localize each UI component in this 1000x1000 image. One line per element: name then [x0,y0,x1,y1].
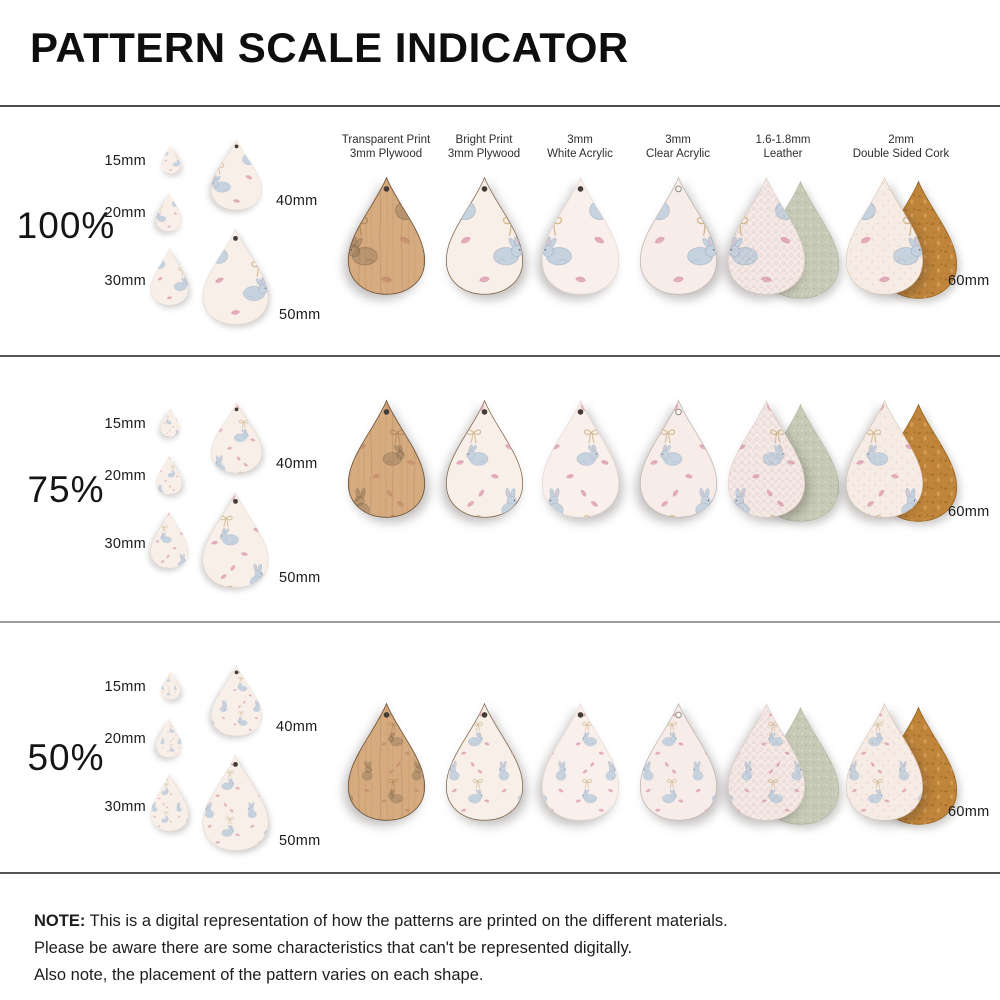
size-label-15mm: 15mm [104,153,146,169]
teardrop-sample-30mm [150,510,189,569]
teardrop-sample-15mm [160,145,181,174]
size-label-20mm: 20mm [104,468,146,484]
material-column-header-clear_acrylic: 3mm Clear Acrylic [603,134,753,162]
size-label-60mm: 60mm [948,504,990,520]
size-label-60mm: 60mm [948,273,990,289]
teardrop-sample-30mm [150,247,189,306]
teardrop-plywood_bright [445,176,524,295]
teardrop-white_acrylic [541,702,620,821]
material-header-line1: Transparent Print [341,134,431,146]
teardrop-cork-front [846,702,923,821]
teardrop-leather-front [728,176,805,295]
material-header-line1: 3mm [567,134,593,146]
teardrop-leather-front [728,702,805,821]
teardrop-clear_acrylic [639,399,718,518]
teardrop-plywood_bright [445,702,524,821]
teardrop-plywood_transparent [347,399,426,518]
note-text-1: This is a digital representation of how … [89,912,728,930]
material-header-line2: Double Sided Cork [852,147,950,160]
teardrop-plywood_transparent [347,176,426,295]
size-label-50mm: 50mm [279,307,321,323]
material-header-line1: 2mm [888,134,914,146]
scale-rows: 100% Transparent Print 3mm Plywood Bright P… [0,107,1000,874]
teardrop-sample-30mm [150,773,189,832]
size-label-40mm: 40mm [276,456,318,472]
size-label-40mm: 40mm [276,193,318,209]
material-column-header-plywood_bright: Bright Print 3mm Plywood [409,134,559,162]
teardrop-sample-50mm [202,491,269,588]
size-label-20mm: 20mm [104,731,146,747]
material-column-header-white_acrylic: 3mm White Acrylic [505,134,655,162]
material-column-header-leather: 1.6-1.8mm Leather [708,134,858,162]
size-label-20mm: 20mm [104,205,146,221]
size-label-15mm: 15mm [104,416,146,432]
scale-row-50: 50% 15mm 20mm 30mm 40mm 50mm 60mm [0,623,1000,874]
material-header-line1: 1.6-1.8mm [755,134,811,146]
teardrop-clear_acrylic [639,702,718,821]
page-title: PATTERN SCALE INDICATOR [30,24,629,71]
teardrop-sample-20mm [156,718,182,758]
scale-percentage-label: 50% [27,737,105,778]
size-label-30mm: 30mm [104,536,146,552]
scale-row-100: 100% Transparent Print 3mm Plywood Bright P… [0,107,1000,357]
teardrop-plywood_transparent [347,702,426,821]
teardrop-sample-15mm [160,671,181,700]
teardrop-sample-15mm [160,408,181,437]
material-header-line2: Leather [763,147,803,160]
size-label-40mm: 40mm [276,719,318,735]
note-label: NOTE: [34,912,86,930]
note-line-3: Also note, the placement of the pattern … [34,965,484,984]
teardrop-clear_acrylic [639,176,718,295]
size-label-50mm: 50mm [279,833,321,849]
teardrop-sample-40mm [211,402,262,474]
teardrop-cork-front [846,399,923,518]
scale-percentage-label: 75% [27,469,105,510]
teardrop-sample-50mm [202,228,269,325]
page-header: PATTERN SCALE INDICATOR [0,0,1000,107]
scale-row-75: 75% 15mm 20mm 30mm 40mm 50mm 60mm [0,357,1000,623]
material-header-line2: White Acrylic [547,147,613,160]
size-label-30mm: 30mm [104,273,146,289]
material-header-line2: 3mm Plywood [447,147,521,160]
teardrop-cork-front [846,176,923,295]
material-column-header-plywood_transparent: Transparent Print 3mm Plywood [311,134,461,162]
material-header-line1: 3mm [665,134,691,146]
material-column-header-cork: 2mm Double Sided Cork [826,134,976,162]
material-header-line1: Bright Print [455,134,513,146]
size-label-60mm: 60mm [948,804,990,820]
teardrop-white_acrylic [541,399,620,518]
teardrop-plywood_bright [445,399,524,518]
teardrop-sample-40mm [211,139,262,211]
note-line-2: Please be aware there are some character… [34,938,633,957]
material-header-line2: Clear Acrylic [646,147,710,160]
teardrop-leather-front [728,399,805,518]
size-label-15mm: 15mm [104,679,146,695]
scale-percentage-label: 100% [16,205,116,246]
note: NOTE: This is a digital representation o… [0,880,1000,1000]
teardrop-sample-20mm [156,192,182,232]
teardrop-sample-40mm [211,665,262,737]
note-line-1: NOTE: This is a digital representation o… [34,910,970,934]
size-label-30mm: 30mm [104,799,146,815]
size-label-50mm: 50mm [279,570,321,586]
material-header-line2: 3mm Plywood [349,147,423,160]
teardrop-white_acrylic [541,176,620,295]
teardrop-sample-20mm [156,455,182,495]
teardrop-sample-50mm [202,754,269,851]
